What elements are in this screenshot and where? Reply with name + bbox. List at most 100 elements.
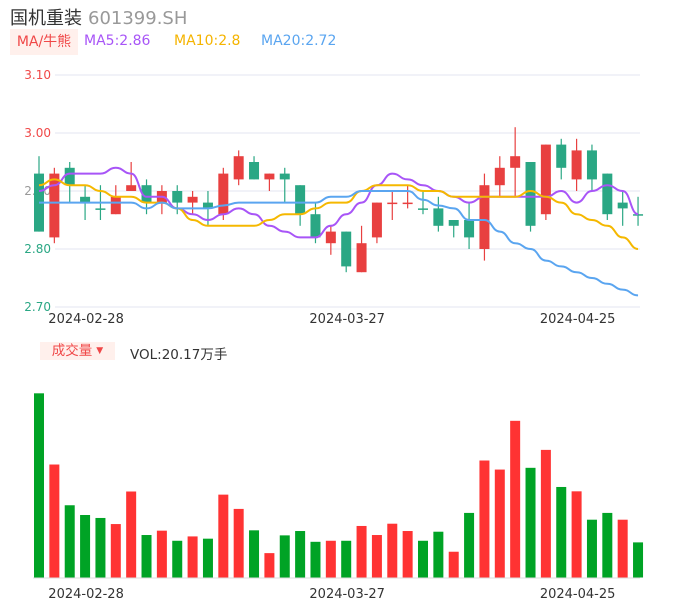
volume-bar	[510, 420, 521, 578]
candle-body	[586, 150, 597, 180]
candle-body	[218, 173, 229, 215]
ma5-label: MA5:2.86	[84, 33, 151, 49]
volume-bar	[387, 523, 398, 578]
candle-body	[371, 202, 382, 238]
y-axis-label: 3.10	[24, 68, 51, 82]
volume-bar	[433, 531, 444, 578]
volume-bar	[586, 519, 597, 578]
volume-bar	[540, 449, 551, 578]
volume-bar	[110, 524, 121, 578]
volume-bar	[264, 553, 275, 578]
candle-body	[571, 150, 582, 180]
candle-body	[110, 196, 121, 215]
y-axis-label: 2.80	[24, 242, 51, 256]
candle-body	[479, 185, 490, 249]
candle-body	[602, 173, 613, 215]
candle-body	[418, 208, 428, 210]
y-axis-label: 2.70	[24, 300, 51, 314]
x-axis-label: 2024-03-27	[309, 312, 385, 327]
candle-body	[279, 173, 290, 180]
ma10-line	[38, 178, 639, 250]
candle-body	[433, 208, 444, 226]
candle-body	[95, 208, 106, 210]
candle-body	[341, 231, 352, 267]
volume-bar	[494, 469, 505, 578]
volume-bar	[341, 540, 352, 578]
volume-readout: VOL:20.17万手	[130, 347, 228, 363]
volume-bar	[310, 541, 321, 578]
volume-indicator-toggle[interactable]: 成交量 ▼	[40, 342, 115, 360]
candle-body	[402, 202, 413, 205]
candle-body	[187, 196, 198, 203]
candle-body	[249, 162, 260, 180]
volume-bar	[602, 512, 613, 578]
volume-bar	[218, 494, 229, 578]
x-axis-label: 2024-04-25	[540, 312, 616, 327]
ma10-label: MA10:2.8	[174, 33, 241, 49]
volume-bar	[325, 540, 336, 578]
candle-body	[64, 167, 75, 186]
candle-body	[202, 202, 213, 209]
candle-body	[556, 144, 567, 168]
caret-down-icon: ▼	[96, 346, 104, 356]
volume-bar	[249, 530, 260, 578]
candle-body	[141, 185, 152, 203]
volume-bar	[141, 535, 152, 578]
volume-bar	[64, 505, 75, 578]
candle-body	[525, 162, 536, 226]
volume-toggle-label: 成交量	[51, 343, 93, 359]
x-axis-label: 2024-03-27	[309, 587, 385, 602]
volume-bar	[448, 551, 459, 578]
candle-body	[448, 220, 459, 226]
candle-body	[356, 243, 367, 273]
candle-body	[80, 196, 91, 203]
volume-bar	[525, 467, 536, 578]
volume-bar	[418, 540, 428, 578]
volume-bar	[34, 393, 44, 578]
ma20-line	[39, 190, 639, 297]
candle-body	[126, 185, 137, 191]
candle-body	[464, 220, 475, 238]
candle-body	[325, 231, 336, 244]
stock-title: 国机重装 601399.SH	[10, 4, 187, 30]
volume-bar	[464, 512, 475, 578]
volume-bar	[156, 530, 167, 578]
volume-bar	[295, 531, 306, 578]
candle-body	[49, 173, 60, 238]
volume-bar	[479, 460, 490, 578]
volume-bar	[402, 531, 413, 578]
volume-bar	[187, 536, 198, 578]
stock-name: 国机重装	[10, 8, 82, 29]
stock-code: 601399.SH	[88, 8, 188, 29]
volume-bar	[279, 535, 290, 578]
ma20-label: MA20:2.72	[261, 33, 337, 49]
volume-bar	[633, 542, 644, 578]
x-axis-label: 2024-02-28	[48, 587, 124, 602]
volume-bar	[356, 525, 367, 578]
volume-bar	[371, 535, 382, 578]
candle-body	[172, 191, 183, 203]
x-axis-label: 2024-02-28	[48, 312, 124, 327]
volume-bar	[617, 519, 628, 578]
candle-body	[295, 185, 306, 215]
volume-bar	[556, 486, 567, 578]
candle-body	[264, 173, 275, 180]
volume-bar	[233, 508, 244, 578]
volume-bar	[202, 538, 213, 578]
ma-indicator-toggle[interactable]: MA/牛熊	[10, 29, 78, 55]
candle-body	[510, 156, 521, 168]
y-axis-label: 3.00	[24, 126, 51, 140]
volume-bar	[571, 491, 582, 578]
ma5-line	[38, 166, 639, 239]
candle-body	[617, 202, 628, 209]
volume-bar	[95, 517, 106, 578]
candle-body	[494, 167, 505, 186]
x-axis-label: 2024-04-25	[540, 587, 616, 602]
volume-bar	[172, 540, 183, 578]
volume-bar	[80, 515, 91, 578]
volume-bar	[126, 491, 137, 578]
candle-body	[540, 144, 551, 215]
candle-body	[387, 202, 398, 205]
candle-body	[310, 214, 321, 238]
